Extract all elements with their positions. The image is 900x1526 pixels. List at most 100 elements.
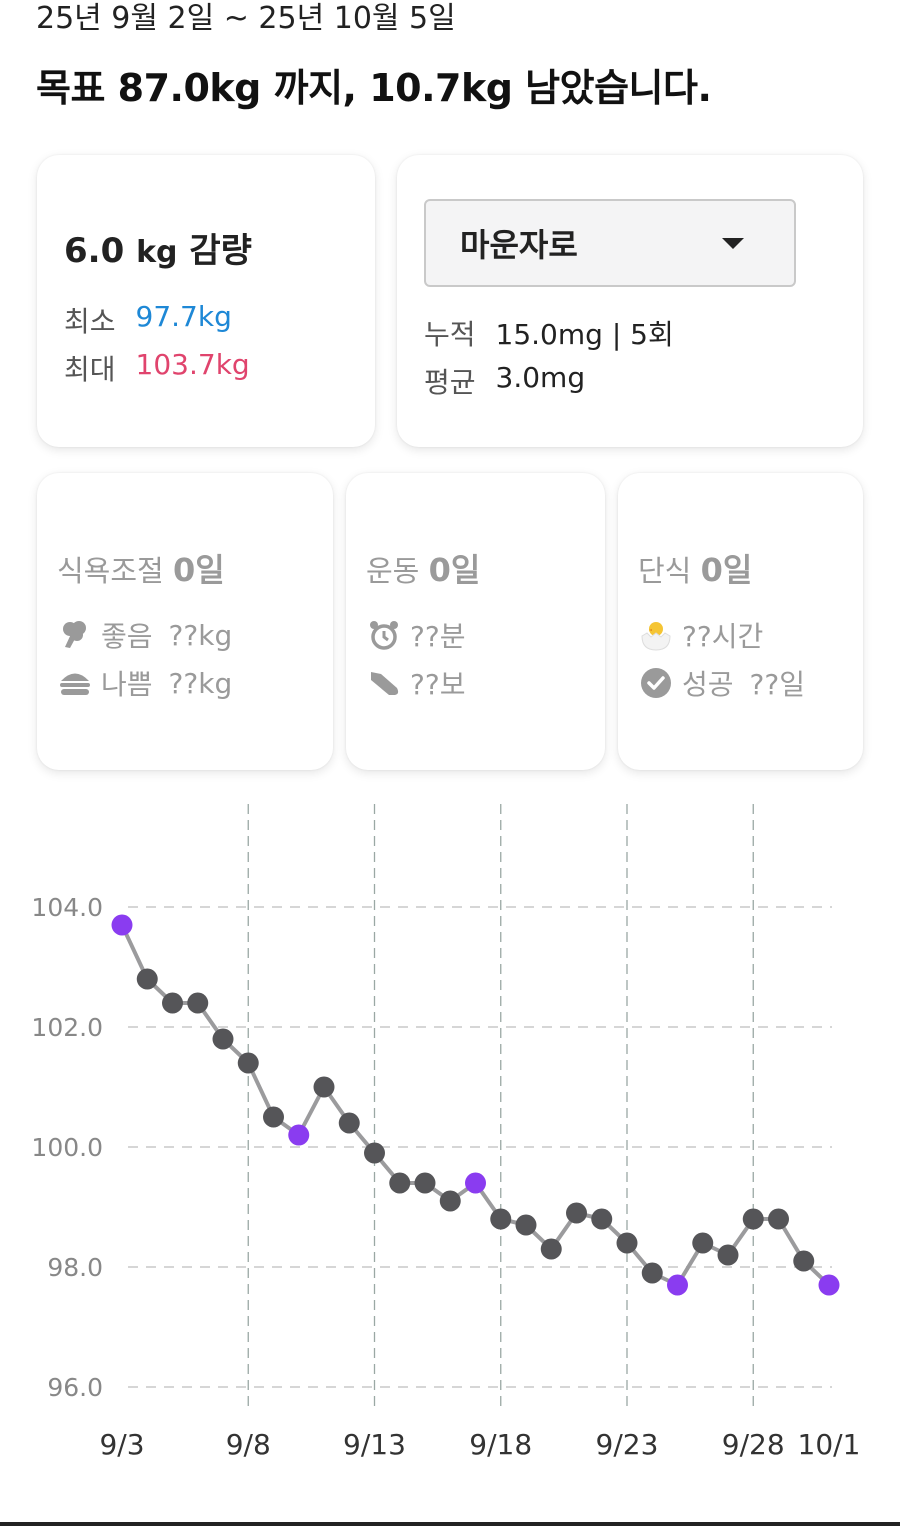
x-tick-label: 9/3 [99,1428,144,1461]
data-point [263,1106,284,1128]
y-tick-label: 98.0 [47,1253,103,1282]
data-point [414,1172,436,1194]
data-point [566,1202,587,1224]
data-point [237,1052,259,1074]
appetite-title-label: 식욕조절 [57,554,164,588]
appetite-control-card[interactable]: 식욕조절 0일 좋음 ??kg 나쁨 ??kg [37,473,333,770]
exercise-title-label: 운동 [366,554,420,588]
cumulative-value: 15.0mg | 5회 [495,318,674,351]
data-point [793,1250,815,1272]
x-tick-label: 9/28 [722,1428,785,1461]
loss-suffix: 감량 [189,231,252,271]
data-point [364,1142,385,1164]
data-point [136,968,158,990]
caret-down-icon [722,237,744,249]
check-circle-icon [638,666,674,700]
data-point [692,1232,714,1254]
exercise-card[interactable]: 운동 0일 ??분 ??보 [346,473,605,770]
appetite-days: 0일 [172,551,225,589]
data-point [313,1076,335,1098]
data-point [338,1112,360,1134]
max-value: 103.7kg [135,348,250,381]
max-label: 최대 [64,353,116,386]
appetite-title: 식욕조절 0일 [57,545,225,591]
highlight-point [111,914,133,936]
exercise-steps-row: ??보 [366,663,465,703]
data-point [768,1208,789,1230]
cumulative-label: 누적 [424,318,476,351]
medication-card: 마운자로 누적 15.0mg | 5회 평균 3.0mg [397,155,863,447]
min-weight-row: 최소 97.7kg [64,300,232,340]
burger-icon [57,666,93,700]
date-range: 25년 9월 2일 ~ 25년 10월 5일 [36,1,456,36]
cumulative-row: 누적 15.0mg | 5회 [424,313,674,353]
highlight-point [818,1274,840,1296]
exercise-steps-value: ??보 [410,668,466,701]
data-point [389,1172,411,1194]
good-label: 좋음 [101,620,153,653]
data-point [717,1244,739,1266]
exercise-time-row: ??분 [366,615,465,655]
average-label: 평균 [424,366,476,399]
data-point [515,1214,537,1236]
weight-series-line [120,924,831,1287]
success-label: 성공 [682,668,734,701]
good-value: ??kg [168,618,233,652]
success-value: ??일 [749,668,806,701]
data-point [540,1238,562,1260]
exercise-time-value: ??분 [410,620,466,653]
bad-value: ??kg [168,666,233,700]
fasting-hours-row: ??시간 [638,615,763,655]
loss-unit: kg [136,235,178,270]
data-point [212,1028,234,1050]
highlight-point [667,1274,688,1296]
fasting-title-label: 단식 [638,554,692,588]
alarm-clock-icon [366,618,402,652]
x-tick-label: 10/1 [798,1428,861,1461]
highlight-point [288,1124,310,1146]
data-point [742,1208,764,1230]
broccoli-icon [57,618,93,652]
hatching-chick-icon [638,618,674,652]
fasting-card[interactable]: 단식 0일 ??시간 성공 ??일 [618,473,863,770]
medication-select[interactable]: 마운자로 [424,199,796,287]
x-tick-label: 9/8 [226,1428,271,1461]
x-tick-label: 9/18 [469,1428,532,1461]
bad-label: 나쁨 [101,668,153,701]
loss-value: 6.0 [64,231,125,271]
weight-loss-card[interactable]: 6.0 kg 감량 최소 97.7kg 최대 103.7kg [37,155,375,447]
data-point [162,992,183,1014]
data-point [439,1190,461,1212]
medication-selected: 마운자로 [460,226,578,264]
exercise-title: 운동 0일 [366,545,480,591]
weight-chart: 104.0 102.0 100.0 98.0 96.0 9/3 9/8 9/13 9/18 9/… [31,804,861,1461]
y-tick-label: 102.0 [31,1013,103,1042]
x-tick-label: 9/13 [343,1428,406,1461]
data-point [187,992,209,1014]
max-weight-row: 최대 103.7kg [64,348,250,388]
y-tick-label: 104.0 [31,893,103,922]
x-tick-label: 9/23 [596,1428,659,1461]
fasting-title: 단식 0일 [638,545,752,591]
y-tick-label: 100.0 [31,1133,103,1162]
average-row: 평균 3.0mg [424,361,585,401]
fasting-hours-value: ??시간 [682,620,764,653]
data-point [591,1208,613,1230]
average-value: 3.0mg [495,361,586,394]
min-label: 최소 [64,305,116,338]
appetite-good-row: 좋음 ??kg [57,615,232,655]
data-point [641,1262,663,1284]
bottom-divider [0,1522,900,1526]
data-point [616,1232,638,1254]
loss-amount: 6.0 kg 감량 [64,223,252,272]
min-value: 97.7kg [135,300,232,333]
fasting-success-row: 성공 ??일 [638,663,805,703]
exercise-days: 0일 [428,551,481,589]
highlight-point [465,1172,486,1194]
goal-summary: 목표 87.0kg 까지, 10.7kg 남았습니다. [36,66,712,110]
y-tick-label: 96.0 [47,1373,103,1402]
appetite-bad-row: 나쁨 ??kg [57,663,232,703]
data-point [490,1208,512,1230]
sneaker-icon [366,666,402,700]
fasting-days: 0일 [700,551,753,589]
